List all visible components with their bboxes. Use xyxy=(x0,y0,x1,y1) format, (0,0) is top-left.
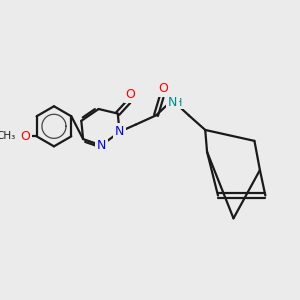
Text: N: N xyxy=(115,125,124,138)
Text: CH₃: CH₃ xyxy=(0,131,15,141)
Text: H: H xyxy=(174,98,182,108)
Text: O: O xyxy=(21,130,31,143)
Text: O: O xyxy=(126,88,135,101)
Text: O: O xyxy=(158,82,168,95)
Text: N: N xyxy=(97,139,106,152)
Text: N: N xyxy=(168,96,177,109)
